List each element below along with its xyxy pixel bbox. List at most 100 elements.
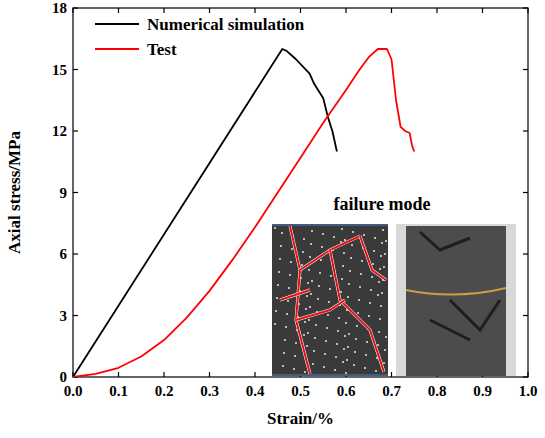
crack: [360, 236, 386, 280]
speckle: [349, 270, 351, 272]
speckle: [319, 272, 321, 274]
speckle: [295, 342, 297, 344]
x-tick-label: 0.2: [155, 383, 174, 399]
y-tick: [73, 315, 78, 316]
speckle: [308, 269, 310, 271]
legend-swatch: [95, 48, 139, 50]
speckle: [320, 259, 322, 261]
crack: [290, 226, 310, 374]
speckle: [321, 246, 323, 248]
speckle: [312, 363, 314, 365]
speckle: [323, 366, 325, 368]
speckle: [369, 302, 371, 304]
speckle: [310, 293, 312, 295]
speckle: [378, 331, 380, 333]
y-tick-label: 12: [52, 123, 67, 139]
speckle: [380, 255, 382, 257]
y-tick-right: [523, 376, 528, 377]
crack: [330, 250, 384, 372]
legend: Numerical simulationTest: [95, 15, 305, 59]
speckle: [285, 326, 287, 328]
speckle: [380, 305, 382, 307]
speckle: [281, 232, 283, 234]
y-tick: [73, 192, 78, 193]
speckle: [306, 295, 308, 297]
speckle: [280, 245, 282, 247]
speckle: [382, 229, 384, 231]
crack: [290, 226, 310, 374]
x-tick-label: 1.0: [519, 383, 538, 399]
legend-swatch: [95, 23, 139, 25]
y-tick: [73, 7, 78, 8]
speckle: [351, 244, 353, 246]
speckle: [364, 367, 366, 369]
annotation: failure mode: [333, 194, 430, 214]
speckle: [333, 236, 335, 238]
speckle: [375, 370, 377, 372]
speckle: [347, 296, 349, 298]
speckle: [383, 266, 385, 268]
x-tick: [163, 372, 164, 377]
speckle: [366, 341, 368, 343]
speckle: [334, 369, 336, 371]
speckle: [381, 292, 383, 294]
speckle: [343, 252, 345, 254]
speckle: [307, 332, 309, 334]
speckle: [357, 312, 359, 314]
speckle: [315, 324, 317, 326]
speckle: [341, 278, 343, 280]
speckle: [317, 298, 319, 300]
speckle: [278, 271, 280, 273]
x-tick: [118, 372, 119, 377]
x-tick-label: 0.7: [382, 383, 401, 399]
speckle: [301, 264, 303, 266]
x-tick-top: [527, 8, 528, 13]
speckle: [277, 284, 279, 286]
speckle: [307, 282, 309, 284]
x-tick-top: [436, 8, 437, 13]
x-tick-label: 0.5: [291, 383, 310, 399]
y-tick-label: 15: [52, 62, 67, 78]
speckle: [344, 335, 346, 337]
plot-lines: [73, 49, 414, 377]
y-tick-right: [523, 192, 528, 193]
y-tick-right: [523, 130, 528, 131]
x-tick-top: [72, 8, 73, 13]
speckle: [385, 336, 387, 338]
speckle: [348, 283, 350, 285]
speckle: [361, 260, 363, 262]
speckle: [325, 340, 327, 342]
speckle: [373, 250, 375, 252]
x-tick-label: 0.6: [337, 383, 356, 399]
speckle: [324, 353, 326, 355]
speckle: [335, 356, 337, 358]
speckle: [385, 240, 387, 242]
x-tick: [391, 372, 392, 377]
speckle: [345, 322, 347, 324]
speckle: [306, 345, 308, 347]
speckle: [377, 294, 379, 296]
speckle: [304, 371, 306, 373]
speckle: [291, 248, 293, 250]
y-tick-right: [523, 7, 528, 8]
speckle: [314, 337, 316, 339]
photo-bg: [396, 224, 516, 376]
x-tick-top: [118, 8, 119, 13]
speckle: [326, 327, 328, 329]
speckle: [284, 339, 286, 341]
speckle: [275, 310, 277, 312]
y-tick-label: 3: [60, 308, 68, 324]
speckle: [341, 228, 343, 230]
x-tick-top: [209, 8, 210, 13]
speckle: [330, 275, 332, 277]
y-tick: [73, 130, 78, 131]
speckle: [287, 300, 289, 302]
x-tick: [254, 372, 255, 377]
series-line: [73, 49, 414, 377]
platen-line: [272, 375, 388, 376]
y-tick-right: [523, 69, 528, 70]
speckle: [384, 253, 386, 255]
y-tick-label: 6: [60, 246, 68, 262]
speckle: [294, 355, 296, 357]
speckle: [286, 313, 288, 315]
